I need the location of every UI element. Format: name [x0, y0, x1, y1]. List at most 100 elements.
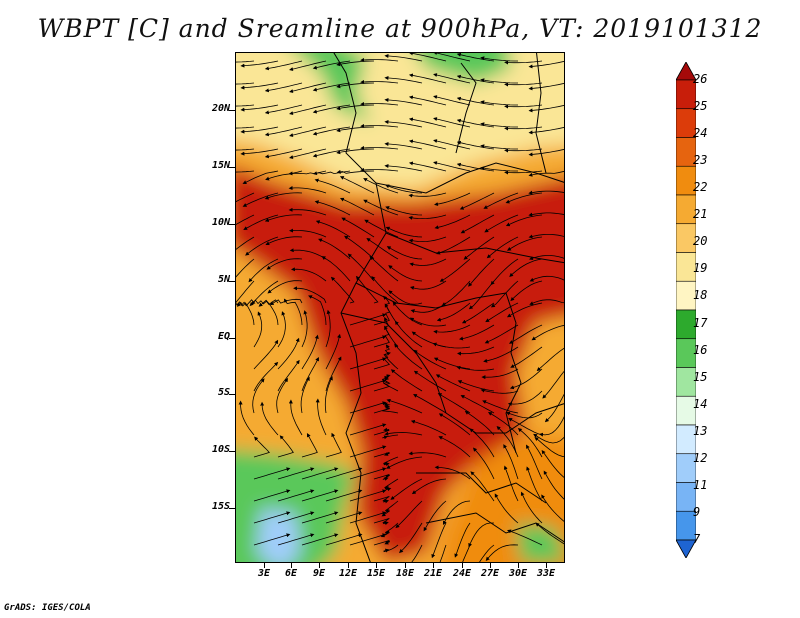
- streamline: [373, 474, 390, 481]
- colorbar-tick-label: 24: [693, 126, 708, 141]
- streamline: [242, 170, 279, 184]
- streamline: [253, 467, 291, 480]
- streamline: [438, 436, 471, 458]
- streamline: [349, 511, 387, 524]
- streamline: [276, 377, 289, 414]
- streamline: [436, 302, 471, 322]
- streamline: [382, 434, 399, 440]
- streamline: [293, 286, 327, 304]
- streamline: [251, 299, 279, 305]
- streamline: [382, 295, 399, 326]
- streamline: [264, 82, 303, 93]
- country-border: [425, 512, 564, 543]
- streamline: [408, 53, 447, 62]
- streamline: [236, 104, 255, 107]
- lat-tick: [229, 394, 235, 395]
- streamline: [409, 280, 447, 290]
- streamline: [289, 248, 327, 260]
- lon-tick: [291, 563, 292, 568]
- streamline: [483, 192, 519, 209]
- streamline: [325, 489, 363, 502]
- lon-tick: [376, 563, 377, 568]
- colorbar-tick-label: 13: [693, 423, 708, 438]
- country-border: [416, 472, 547, 504]
- region-southwest-blue: [256, 508, 301, 562]
- streamline: [253, 489, 291, 502]
- streamline: [508, 417, 543, 436]
- streamline: [384, 119, 423, 128]
- streamline: [360, 101, 399, 106]
- streamline: [456, 96, 495, 106]
- streamline: [408, 214, 447, 220]
- lon-tick: [319, 563, 320, 568]
- streamline: [433, 161, 471, 172]
- streamline: [456, 365, 495, 371]
- streamline: [325, 533, 363, 546]
- streamline: [386, 246, 423, 260]
- streamline: [435, 374, 471, 392]
- streamline: [236, 170, 255, 173]
- streamline: [384, 316, 399, 348]
- streamline: [535, 522, 564, 545]
- streamline: [336, 148, 375, 155]
- streamline: [456, 74, 495, 84]
- streamline: [336, 60, 375, 67]
- streamline: [384, 75, 423, 84]
- streamline: [408, 451, 447, 458]
- streamline: [481, 368, 519, 380]
- streamline: [236, 214, 255, 225]
- streamline: [253, 311, 263, 348]
- streamline: [410, 419, 447, 436]
- streamline: [240, 104, 279, 112]
- streamline: [312, 104, 351, 114]
- streamline: [483, 346, 519, 363]
- lon-label: 21E: [423, 568, 443, 579]
- streamline: [439, 544, 447, 562]
- streamline: [349, 379, 387, 392]
- streamline: [541, 449, 564, 478]
- streamline: [479, 544, 495, 562]
- streamline: [536, 347, 564, 372]
- streamline: [463, 236, 495, 260]
- streamline: [373, 518, 390, 526]
- colorbar-tick-label: 25: [693, 99, 708, 114]
- colorbar-tick-label: 9: [693, 504, 701, 519]
- lat-label: 10S: [211, 444, 230, 455]
- streamline: [432, 342, 471, 349]
- country-border: [355, 282, 507, 309]
- streamline: [265, 170, 303, 181]
- streamline: [360, 57, 399, 62]
- streamline: [385, 184, 423, 194]
- lon-label: 15E: [366, 568, 386, 579]
- streamline: [373, 351, 391, 370]
- streamline: [433, 324, 471, 334]
- streamline: [504, 170, 543, 175]
- streamline: [382, 404, 399, 414]
- streamline: [360, 167, 399, 172]
- streamline: [236, 60, 255, 63]
- streamline: [413, 349, 447, 370]
- lon-tick: [348, 563, 349, 568]
- lon-tick: [490, 563, 491, 568]
- streamline: [349, 489, 387, 502]
- lat-label: 15N: [211, 160, 230, 171]
- streamline: [315, 398, 327, 436]
- streamline: [480, 78, 518, 84]
- streamline: [433, 53, 471, 62]
- streamline: [485, 544, 519, 562]
- streamline: [423, 500, 447, 532]
- streamline: [290, 267, 327, 282]
- streamline: [283, 298, 303, 326]
- streamline: [529, 255, 564, 261]
- streamline: [534, 436, 564, 458]
- country-border: [455, 62, 477, 154]
- streamline: [503, 465, 519, 502]
- streamline: [277, 489, 315, 502]
- streamline: [480, 122, 518, 128]
- country-border: [385, 232, 564, 264]
- streamline: [504, 60, 543, 65]
- streamline: [384, 97, 423, 106]
- streamline: [349, 335, 387, 348]
- streamline: [252, 378, 265, 414]
- region-north-green: [516, 523, 564, 562]
